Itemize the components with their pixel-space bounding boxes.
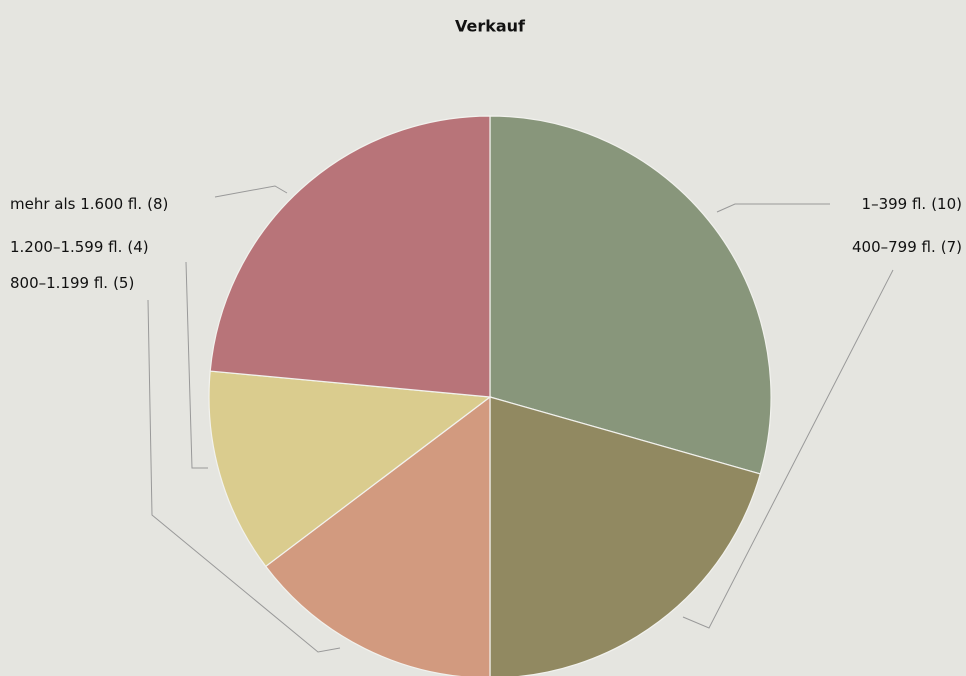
leader-line <box>185 261 208 469</box>
slice-label: mehr als 1.600 fl. (8) <box>10 195 168 213</box>
pie-slice <box>489 396 762 676</box>
leader-line <box>214 185 288 198</box>
slice-label: 1.200–1.599 fl. (4) <box>10 238 149 256</box>
chart-title: Verkauf <box>455 17 526 36</box>
category-label: mehr als 1.600 fl. <box>10 195 142 213</box>
leader-line <box>147 299 341 653</box>
category-label: 1–399 fl. <box>862 195 927 213</box>
category-label: 1.200–1.599 fl. <box>10 238 122 256</box>
value-label: (4) <box>127 238 148 256</box>
slice-label: 1–399 fl. (10) <box>862 195 962 213</box>
slice-label: 400–799 fl. (7) <box>852 238 962 256</box>
pie-slice <box>264 395 491 676</box>
value-label: (10) <box>931 195 962 213</box>
leader-line <box>682 269 894 629</box>
value-label: (7) <box>941 238 962 256</box>
pie-slice <box>209 115 491 398</box>
leader-line <box>716 203 830 213</box>
category-label: 400–799 fl. <box>852 238 936 256</box>
pie-slice <box>208 370 492 568</box>
category-label: 800–1.199 fl. <box>10 274 108 292</box>
pie-slice <box>489 115 772 475</box>
value-label: (8) <box>147 195 168 213</box>
value-label: (5) <box>113 274 134 292</box>
slice-label: 800–1.199 fl. (5) <box>10 274 134 292</box>
